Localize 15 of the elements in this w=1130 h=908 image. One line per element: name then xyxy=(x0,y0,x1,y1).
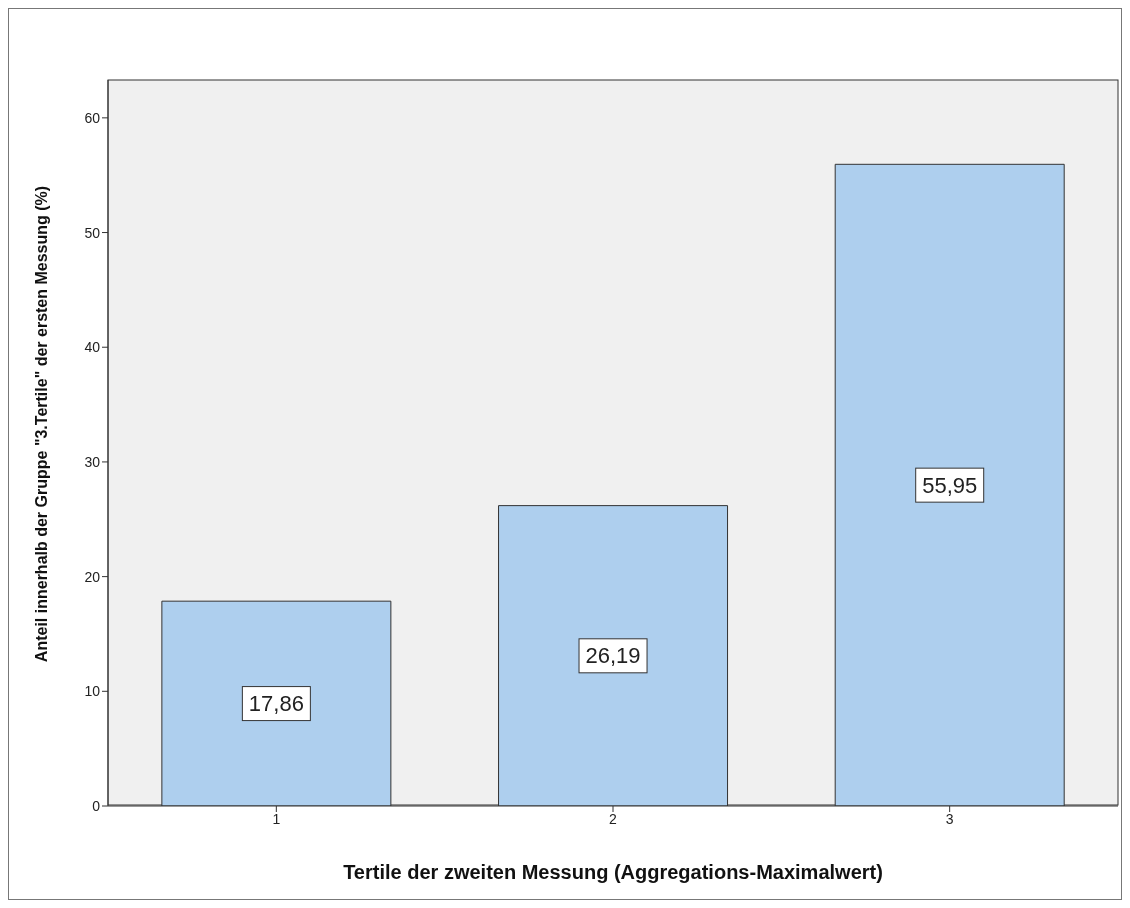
y-tick-label: 50 xyxy=(84,224,101,241)
y-tick-label: 40 xyxy=(84,339,101,356)
y-tick-label: 30 xyxy=(84,453,101,470)
y-tick-label: 60 xyxy=(84,109,101,126)
data-label: 55,95 xyxy=(922,472,978,498)
y-axis-title: Anteil innerhalb der Gruppe "3.Tertile" der ersten Messung (%) xyxy=(33,185,50,663)
y-tick-label: 0 xyxy=(92,797,101,814)
y-tick-label: 10 xyxy=(84,683,101,700)
x-tick-label: 3 xyxy=(945,810,954,827)
x-tick-label: 2 xyxy=(609,810,618,827)
y-tick-label: 20 xyxy=(84,568,101,585)
x-tick-label: 1 xyxy=(272,810,281,827)
data-label: 17,86 xyxy=(248,691,304,717)
x-axis-title: Tertile der zweiten Messung (Aggregations-Maximalwert) xyxy=(343,861,883,883)
data-label: 26,19 xyxy=(585,643,641,669)
